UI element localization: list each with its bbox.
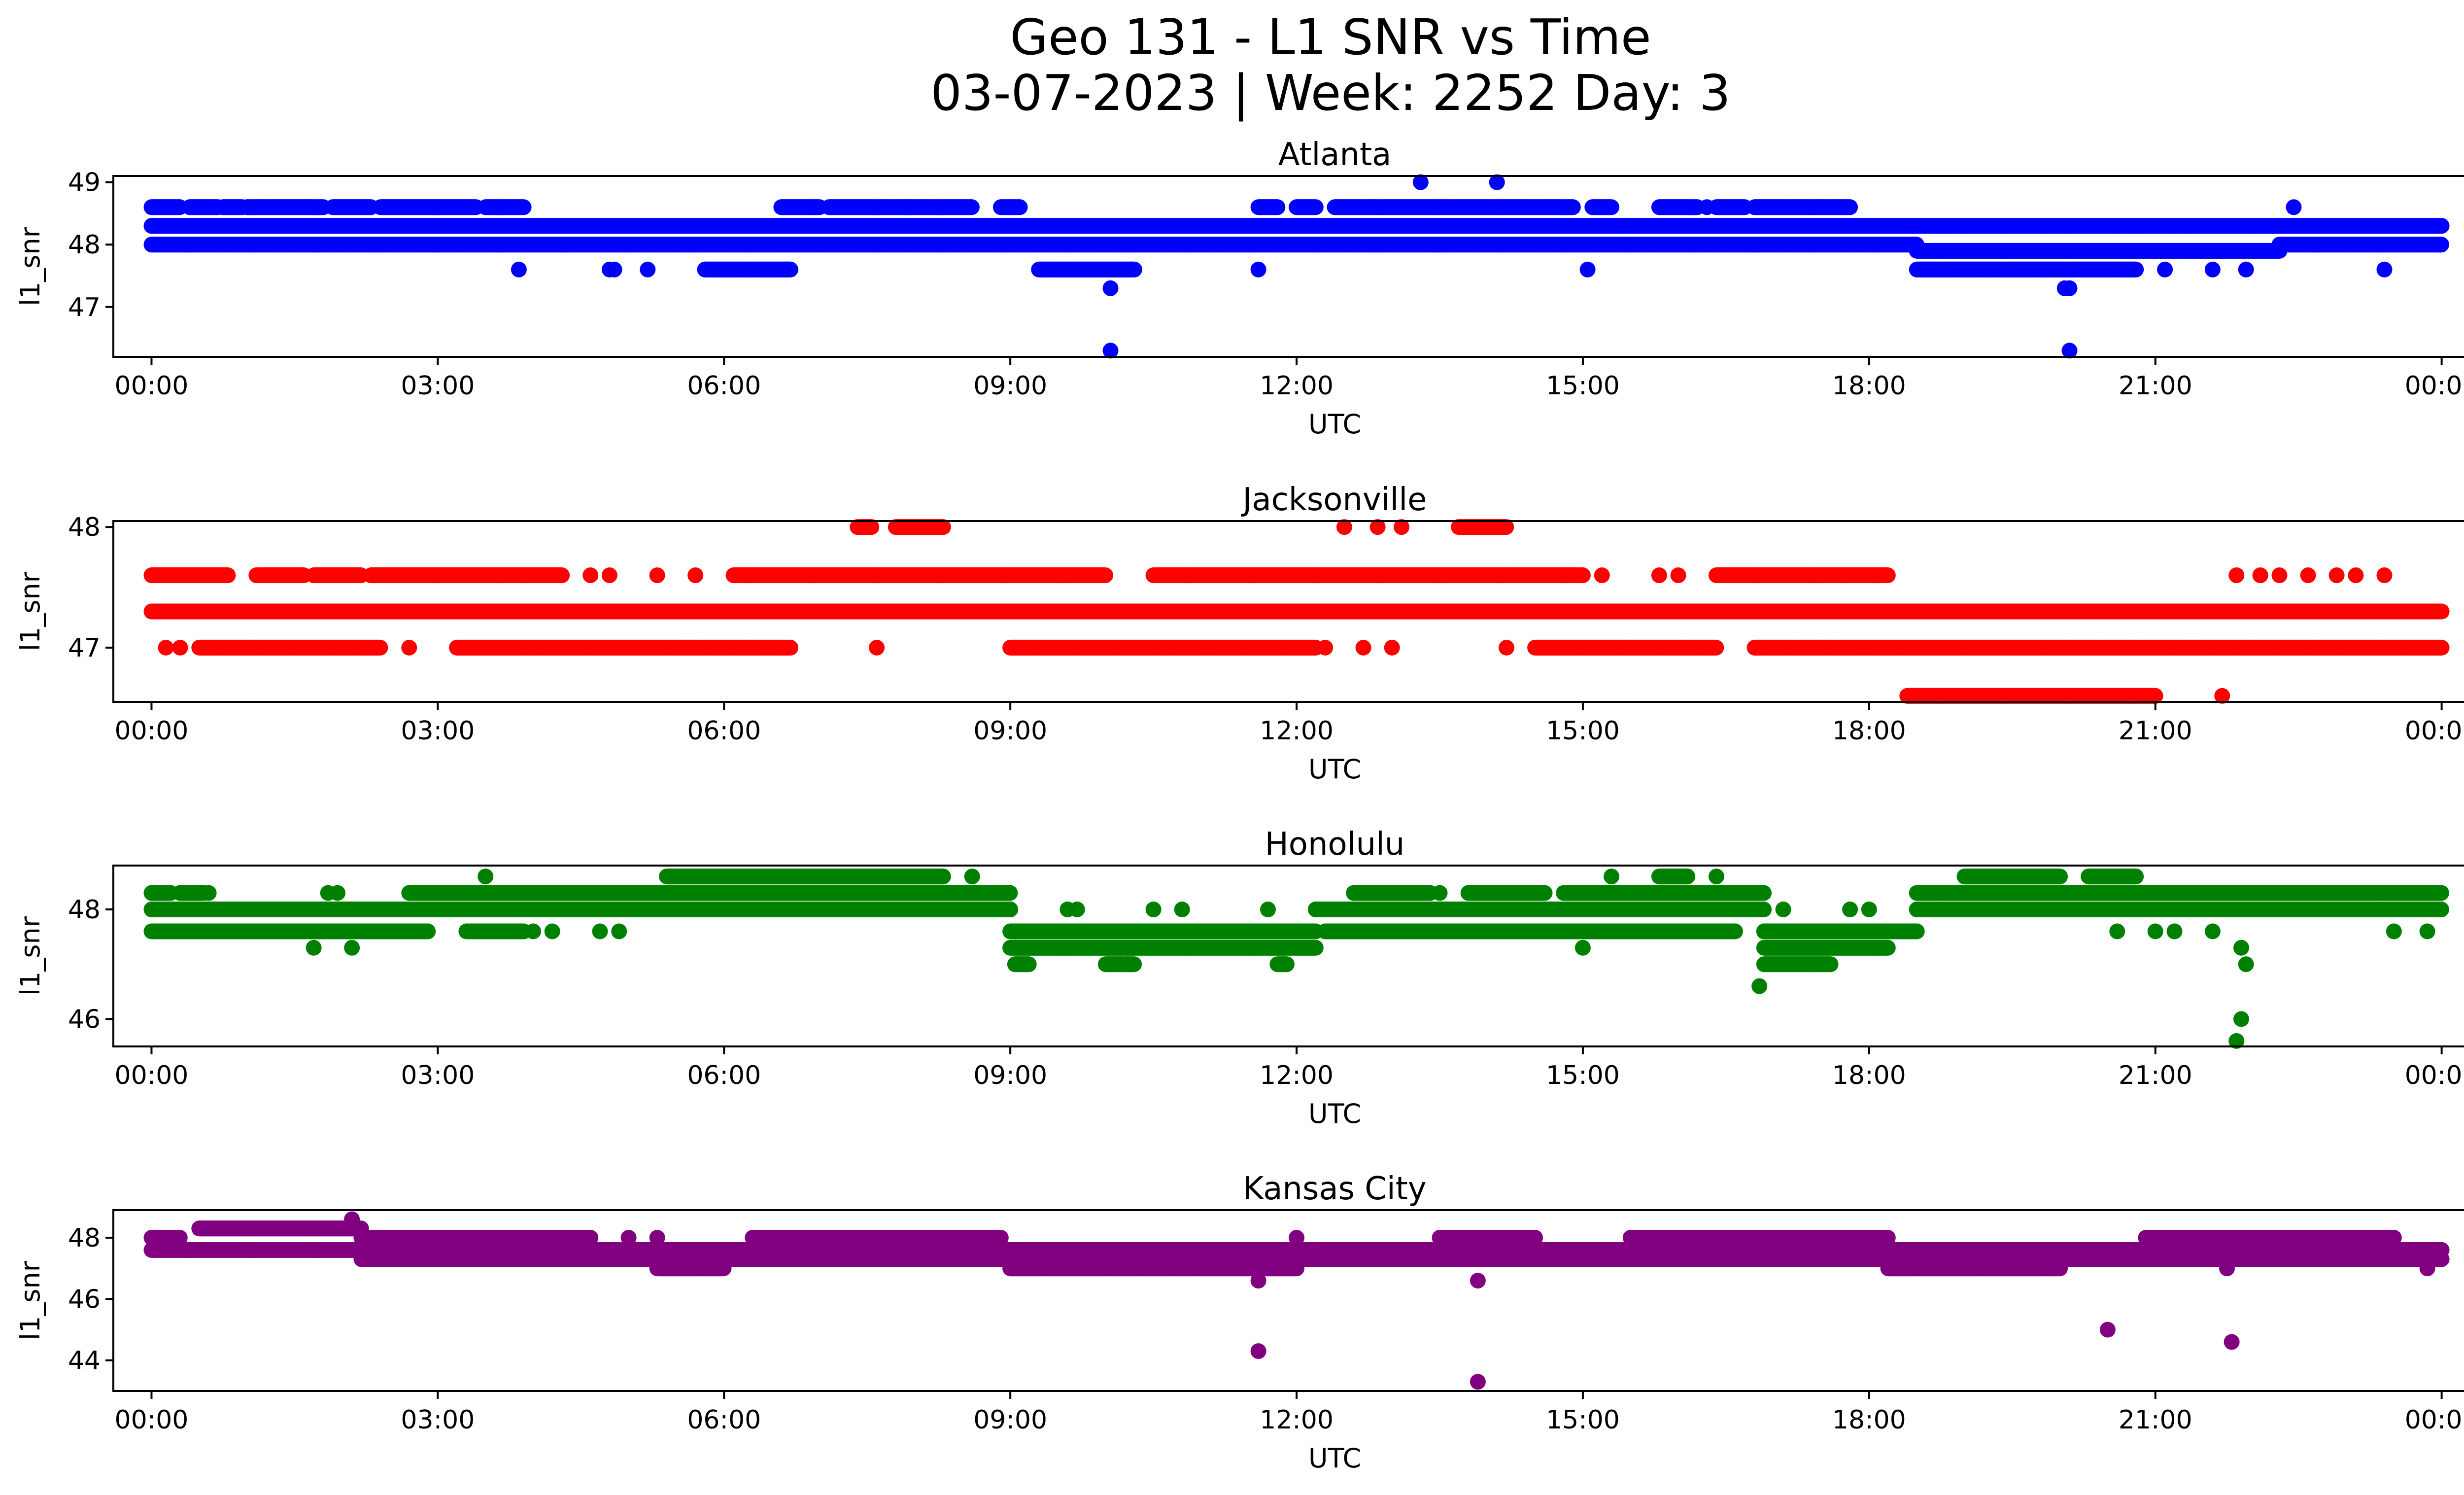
panel-atlanta: 00:00 03:00 06:00 09:00 12:00 15:00 18:00 21:00… (15, 137, 2464, 440)
figure-title-line2: 03-07-2023 | Week: 2252 Day: 3 (930, 64, 1730, 122)
scatter-points (143, 174, 2450, 359)
figure-title-line1: Geo 131 - L1 SNR vs Time (1010, 8, 1651, 66)
data-point (2433, 218, 2450, 234)
